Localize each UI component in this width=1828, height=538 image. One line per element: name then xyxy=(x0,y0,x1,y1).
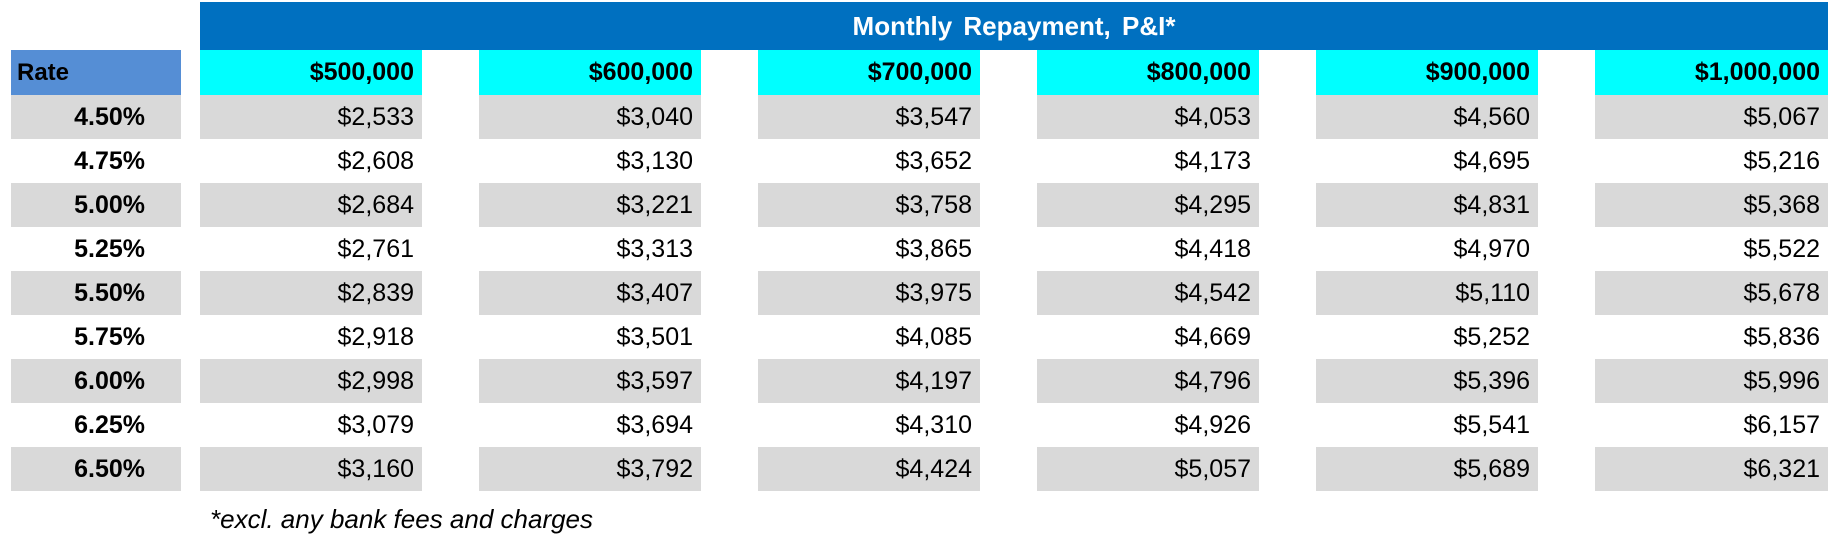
rate-cell: 6.25% xyxy=(74,410,145,439)
table-row: 5.25% $2,761 $3,313 $3,865 $4,418 $4,970… xyxy=(0,227,1828,271)
table-row: 4.75% $2,608 $3,130 $3,652 $4,173 $4,695… xyxy=(0,139,1828,183)
value-cell: $4,796 xyxy=(1037,359,1259,403)
value-cell: $4,542 xyxy=(1037,271,1259,315)
value-cell: $5,396 xyxy=(1316,359,1538,403)
rate-cell: 4.50% xyxy=(11,95,181,139)
rate-cell: 4.75% xyxy=(74,146,145,175)
value-cell: $3,501 xyxy=(616,322,693,351)
column-header: $1,000,000 xyxy=(1595,50,1828,95)
column-header: $800,000 xyxy=(1037,50,1259,95)
value-cell: $6,157 xyxy=(1743,410,1820,439)
value-cell: $5,836 xyxy=(1743,322,1820,351)
rate-header: Rate xyxy=(11,50,181,95)
value-cell: $3,130 xyxy=(616,146,693,175)
value-cell: $5,067 xyxy=(1595,95,1828,139)
value-cell: $2,998 xyxy=(200,359,422,403)
value-cell: $5,689 xyxy=(1316,447,1538,491)
value-cell: $2,918 xyxy=(337,322,414,351)
column-header: $900,000 xyxy=(1316,50,1538,95)
table-row: 5.50% $2,839 $3,407 $3,975 $4,542 $5,110… xyxy=(0,271,1828,315)
value-cell: $3,079 xyxy=(337,410,414,439)
value-cell: $4,197 xyxy=(758,359,980,403)
value-cell: $2,761 xyxy=(337,234,414,263)
value-cell: $3,975 xyxy=(758,271,980,315)
table-row: 5.75% $2,918 $3,501 $4,085 $4,669 $5,252… xyxy=(0,315,1828,359)
value-cell: $5,057 xyxy=(1037,447,1259,491)
value-cell: $4,831 xyxy=(1316,183,1538,227)
value-cell: $3,407 xyxy=(479,271,701,315)
value-cell: $3,694 xyxy=(616,410,693,439)
value-cell: $5,996 xyxy=(1595,359,1828,403)
value-cell: $4,173 xyxy=(1174,146,1251,175)
table-row: 4.50% $2,533 $3,040 $3,547 $4,053 $4,560… xyxy=(0,95,1828,139)
value-cell: $3,597 xyxy=(479,359,701,403)
value-cell: $3,160 xyxy=(200,447,422,491)
value-cell: $5,252 xyxy=(1453,322,1530,351)
value-cell: $4,085 xyxy=(895,322,972,351)
table-row: 6.50% $3,160 $3,792 $4,424 $5,057 $5,689… xyxy=(0,447,1828,491)
value-cell: $4,695 xyxy=(1453,146,1530,175)
rate-cell: 5.50% xyxy=(11,271,181,315)
table-row: 6.00% $2,998 $3,597 $4,197 $4,796 $5,396… xyxy=(0,359,1828,403)
value-cell: $5,522 xyxy=(1743,234,1820,263)
value-cell: $3,758 xyxy=(758,183,980,227)
footnote: *excl. any bank fees and charges xyxy=(210,504,594,534)
rate-cell: 6.00% xyxy=(11,359,181,403)
table-row: 6.25% $3,079 $3,694 $4,310 $4,926 $5,541… xyxy=(0,403,1828,447)
value-cell: $4,669 xyxy=(1174,322,1251,351)
value-cell: $4,310 xyxy=(895,410,972,439)
value-cell: $5,368 xyxy=(1595,183,1828,227)
value-cell: $4,295 xyxy=(1037,183,1259,227)
value-cell: $6,321 xyxy=(1595,447,1828,491)
rate-cell: 5.00% xyxy=(11,183,181,227)
value-cell: $3,792 xyxy=(479,447,701,491)
value-cell: $4,970 xyxy=(1453,234,1530,263)
column-header: $600,000 xyxy=(479,50,701,95)
value-cell: $3,221 xyxy=(479,183,701,227)
value-cell: $5,678 xyxy=(1595,271,1828,315)
value-cell: $5,216 xyxy=(1743,146,1820,175)
column-header: $500,000 xyxy=(200,50,422,95)
value-cell: $2,533 xyxy=(200,95,422,139)
value-cell: $3,547 xyxy=(758,95,980,139)
value-cell: $3,865 xyxy=(895,234,972,263)
rate-cell: 6.50% xyxy=(11,447,181,491)
value-cell: $2,684 xyxy=(200,183,422,227)
value-cell: $4,424 xyxy=(758,447,980,491)
value-cell: $5,110 xyxy=(1316,271,1538,315)
value-cell: $2,608 xyxy=(337,146,414,175)
value-cell: $4,560 xyxy=(1316,95,1538,139)
title-bar: Monthly Repayment, P&I* xyxy=(200,2,1828,50)
value-cell: $4,926 xyxy=(1174,410,1251,439)
value-cell: $5,541 xyxy=(1453,410,1530,439)
column-header: $700,000 xyxy=(758,50,980,95)
table-row: 5.00% $2,684 $3,221 $3,758 $4,295 $4,831… xyxy=(0,183,1828,227)
value-cell: $3,313 xyxy=(616,234,693,263)
value-cell: $2,839 xyxy=(200,271,422,315)
value-cell: $4,053 xyxy=(1037,95,1259,139)
value-cell: $3,652 xyxy=(895,146,972,175)
rate-cell: 5.75% xyxy=(74,322,145,351)
value-cell: $3,040 xyxy=(479,95,701,139)
rate-cell: 5.25% xyxy=(74,234,145,263)
value-cell: $4,418 xyxy=(1174,234,1251,263)
